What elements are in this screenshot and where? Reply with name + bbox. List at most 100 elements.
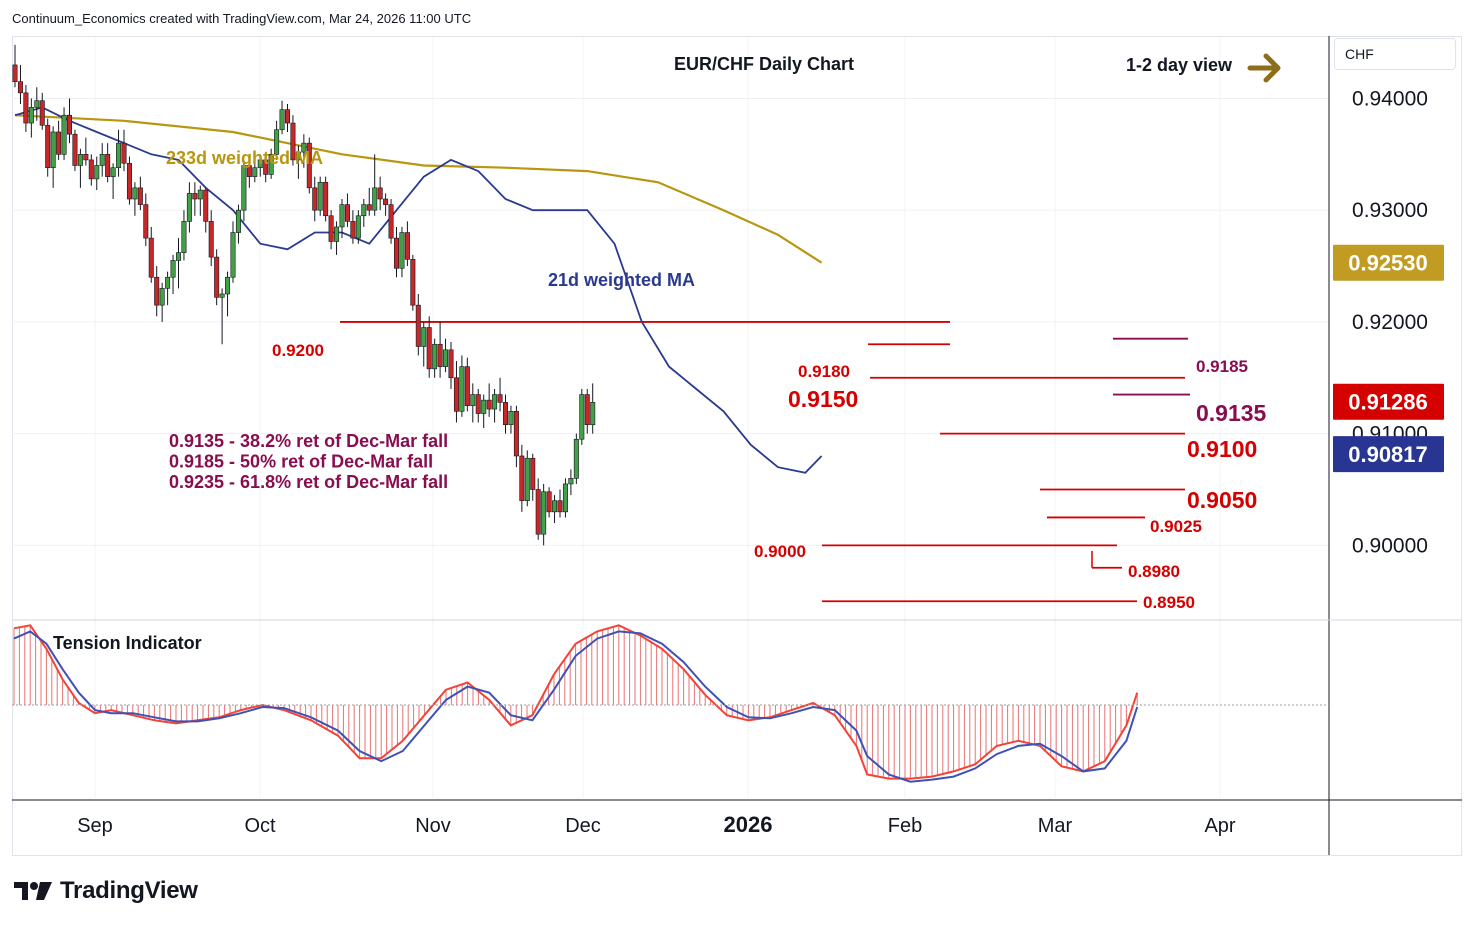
candle-body	[116, 142, 122, 169]
candle-body	[246, 165, 252, 177]
candle-body	[159, 288, 165, 306]
candle-body	[186, 193, 192, 222]
candle-body	[464, 366, 470, 407]
candle-body	[437, 343, 443, 367]
level-label: 0.9200	[272, 341, 324, 360]
candle-body	[257, 159, 263, 169]
candle-body	[279, 109, 285, 131]
support-resistance-levels: 0.9200 0.9185 0.9180 0.9150 0.9135 0.9100 0.90…	[272, 321, 1267, 612]
price-tag	[1333, 383, 1444, 420]
tension-red-line	[13, 624, 1139, 780]
candle-body	[39, 100, 45, 126]
candle-body	[94, 165, 100, 180]
candle-body	[573, 438, 579, 479]
retracement-annotation: 0.9135 - 38.2% ret of Dec-Mar fall	[169, 431, 448, 451]
candle-body	[214, 256, 220, 298]
price-tag-label: 0.91286	[1348, 390, 1428, 415]
level-label: 0.8950	[1143, 593, 1195, 612]
level-label: 0.9050	[1187, 487, 1257, 513]
candle-body	[372, 187, 378, 211]
candle-body	[208, 221, 214, 258]
ma-21-label: 21d weighted MA	[548, 270, 695, 290]
candle-body	[181, 221, 187, 253]
candle-body	[557, 500, 563, 513]
candle-body	[23, 92, 29, 124]
x-tick-label: Nov	[415, 815, 451, 837]
candle-body	[88, 159, 94, 180]
candle-body	[481, 399, 487, 414]
indicator-title: Tension Indicator	[53, 633, 202, 653]
candle-body	[252, 167, 258, 177]
candle-body	[110, 167, 116, 177]
candle-body	[143, 204, 149, 239]
ma-233-label: 233d weighted MA	[166, 148, 323, 168]
candle-body	[421, 327, 427, 347]
candle-body	[126, 162, 132, 200]
candle-body	[99, 154, 105, 166]
candle-body	[219, 293, 225, 298]
candle-body	[83, 154, 89, 161]
candle-body	[317, 181, 323, 211]
level-label: 0.9025	[1150, 517, 1202, 536]
candle-body	[334, 226, 340, 242]
candle-body	[323, 181, 329, 217]
candle-body	[486, 399, 492, 410]
tension-indicator	[13, 624, 1139, 783]
level-label: 0.9100	[1187, 436, 1257, 462]
price-tag	[1333, 244, 1444, 281]
x-tick-label: Apr	[1204, 815, 1235, 837]
brand-name: TradingView	[60, 877, 198, 904]
candle-body	[350, 221, 356, 239]
candle-body	[497, 394, 503, 403]
candle-body	[306, 142, 312, 189]
candle-body	[508, 410, 514, 426]
candle-body	[475, 394, 481, 414]
candle-body	[453, 377, 459, 412]
candle-body	[312, 187, 318, 211]
candle-body	[67, 114, 73, 135]
candle-body	[426, 327, 432, 370]
candle-body	[535, 489, 541, 535]
candle-body	[137, 187, 143, 205]
candle-body	[284, 109, 290, 124]
candle-body	[383, 198, 389, 205]
tension-blue-line	[13, 630, 1139, 783]
x-tick-label: Oct	[244, 815, 276, 837]
candle-body	[459, 366, 465, 412]
candle-body	[56, 131, 62, 155]
candle-body	[404, 232, 410, 260]
text-labels: EUR/CHF Daily Chart 1-2 day view 233d weig…	[53, 53, 1281, 653]
brand-logo: TradingView	[14, 877, 198, 905]
x-tick-label: 2026	[724, 812, 773, 837]
candle-body	[568, 478, 574, 485]
candle-body	[165, 276, 171, 289]
candle-body	[562, 483, 568, 513]
candle-body	[399, 232, 405, 269]
candle-body	[513, 410, 519, 457]
candle-body	[361, 204, 367, 217]
retracement-annotation: 0.9185 - 50% ret of Dec-Mar fall	[169, 452, 433, 472]
level-label: 0.9150	[788, 386, 858, 412]
candle-body	[377, 187, 383, 200]
currency-selector[interactable]: CHF	[1334, 38, 1456, 70]
candle-body	[197, 189, 203, 200]
candle-body	[328, 215, 334, 242]
chart-frame	[12, 36, 1462, 856]
y-tick-label: 0.92000	[1352, 311, 1428, 334]
candle-body	[176, 252, 182, 261]
level-label: 0.9000	[754, 542, 806, 561]
price-tag-label: 0.92530	[1348, 251, 1428, 276]
candle-body	[584, 394, 590, 426]
ma-21-line	[14, 106, 823, 474]
candle-body	[230, 232, 236, 278]
candle-body	[415, 304, 421, 347]
candle-body	[274, 129, 280, 155]
candle-body	[290, 122, 296, 161]
level-label: 0.8980	[1128, 562, 1180, 581]
candle-body	[393, 237, 399, 269]
x-tick-label: Mar	[1038, 815, 1073, 837]
candle-body	[235, 209, 241, 233]
price-tag	[1333, 436, 1444, 473]
